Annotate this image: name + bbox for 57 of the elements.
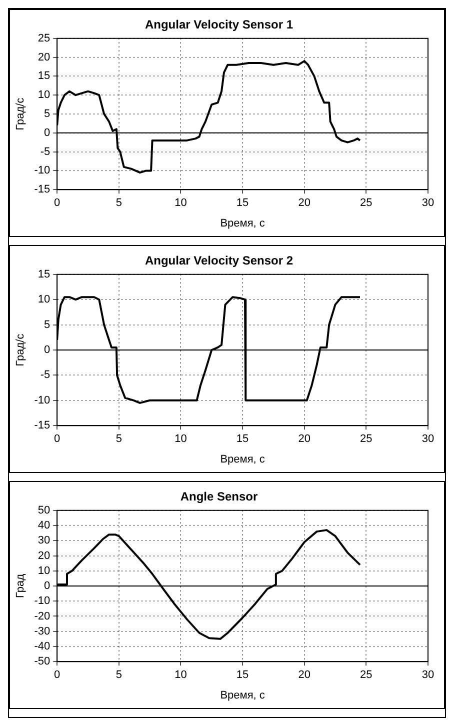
y-tick-label: 15 — [38, 268, 50, 280]
x-tick-label: 0 — [54, 433, 60, 446]
y-tick-label: -50 — [34, 656, 50, 668]
y-tick-label: 5 — [44, 318, 50, 331]
y-axis-title: Град/с — [14, 333, 27, 366]
x-tick-label: 10 — [174, 669, 187, 682]
y-tick-label: -10 — [34, 595, 50, 608]
x-tick-label: 15 — [236, 197, 249, 210]
x-tick-label: 5 — [116, 433, 122, 446]
x-tick-label: 10 — [174, 197, 187, 210]
y-tick-label: 5 — [44, 108, 50, 120]
x-tick-label: 15 — [236, 433, 249, 446]
x-axis-title: Время, с — [220, 217, 266, 230]
y-tick-label: -10 — [34, 164, 50, 177]
y-tick-label: 0 — [44, 126, 50, 139]
y-tick-label: 20 — [38, 51, 50, 64]
y-tick-label: -10 — [34, 394, 50, 406]
y-axis-title: Град — [14, 573, 27, 598]
x-tick-label: 5 — [116, 669, 122, 682]
chart-title: Angle Sensor — [180, 490, 258, 504]
x-tick-label: 5 — [116, 197, 122, 210]
y-tick-label: 10 — [38, 294, 50, 306]
x-tick-label: 25 — [360, 669, 372, 682]
y-tick-label: -30 — [34, 625, 50, 638]
x-tick-label: 0 — [54, 669, 60, 682]
y-tick-label: -40 — [34, 640, 50, 653]
x-axis-title: Время, с — [220, 453, 266, 466]
x-tick-label: 25 — [360, 197, 372, 210]
y-axis-title: Град/с — [14, 97, 27, 130]
x-tick-label: 20 — [298, 669, 310, 682]
y-tick-label: 15 — [38, 70, 50, 82]
y-tick-label: -5 — [40, 146, 50, 158]
x-tick-label: 30 — [422, 433, 434, 446]
y-tick-label: 10 — [38, 564, 50, 577]
x-tick-label: 30 — [422, 197, 434, 210]
y-tick-label: 0 — [44, 344, 50, 356]
x-axis-title: Время, с — [220, 689, 266, 702]
y-tick-label: -20 — [34, 610, 50, 622]
y-tick-label: 0 — [44, 580, 50, 592]
chart-title: Angular Velocity Sensor 2 — [144, 254, 294, 268]
y-tick-label: -15 — [34, 184, 50, 196]
y-tick-label: 30 — [38, 534, 50, 547]
x-tick-label: 30 — [422, 669, 434, 682]
x-tick-label: 20 — [298, 197, 310, 210]
y-tick-label: 25 — [38, 32, 50, 44]
x-tick-label: 20 — [298, 433, 310, 446]
y-tick-label: -5 — [40, 369, 50, 382]
x-tick-label: 10 — [174, 433, 187, 446]
chart-title: Angular Velocity Sensor 1 — [144, 18, 294, 32]
y-tick-label: 10 — [38, 89, 50, 102]
x-tick-label: 0 — [54, 197, 60, 210]
y-tick-label: -15 — [34, 420, 50, 432]
x-tick-label: 15 — [236, 669, 249, 682]
y-tick-label: 20 — [38, 550, 50, 562]
y-tick-label: 50 — [38, 504, 50, 516]
y-tick-label: 40 — [38, 520, 50, 532]
x-tick-label: 25 — [360, 433, 372, 446]
